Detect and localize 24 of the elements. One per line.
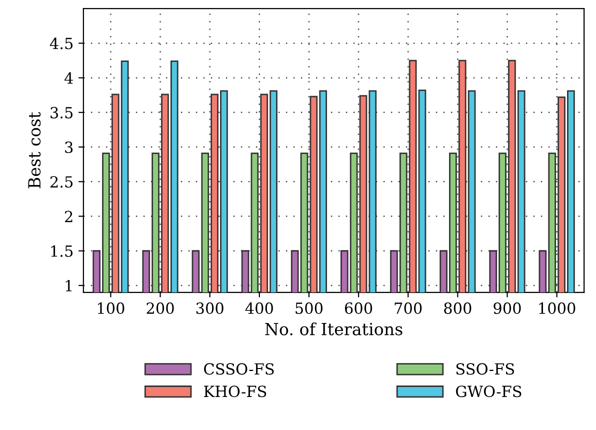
y-tick-label: 4	[64, 72, 73, 84]
x-tick-label: 700	[394, 302, 422, 314]
y-tick-label: 3	[65, 142, 73, 154]
legend-label: KHO-FS	[204, 386, 266, 398]
x-tick-label: 500	[296, 302, 323, 314]
x-tick-label: 1000	[539, 302, 576, 314]
legend-label: GWO-FS	[456, 386, 522, 398]
y-tick-label: 4.5	[50, 38, 73, 50]
legend-label: CSSO-FS	[204, 363, 274, 375]
x-tick-label: 600	[344, 302, 372, 314]
x-tick-label: 400	[245, 302, 273, 314]
y-tick-label: 2.5	[50, 176, 73, 188]
legend-label: SSO-FS	[456, 363, 514, 375]
x-tick-label: 300	[196, 302, 224, 314]
x-axis-title: No. of Iterations	[265, 322, 402, 336]
x-tick-label: 900	[494, 302, 521, 314]
y-tick-label: 3.5	[50, 106, 73, 118]
y-tick-label: 2	[65, 210, 72, 222]
x-tick-label: 100	[98, 302, 124, 314]
x-tick-label: 200	[146, 302, 174, 314]
y-tick-label: 1.5	[51, 245, 73, 257]
x-tick-label: 800	[444, 302, 472, 314]
y-tick-label: 1	[66, 280, 72, 292]
y-axis-title: Best cost	[28, 112, 41, 188]
